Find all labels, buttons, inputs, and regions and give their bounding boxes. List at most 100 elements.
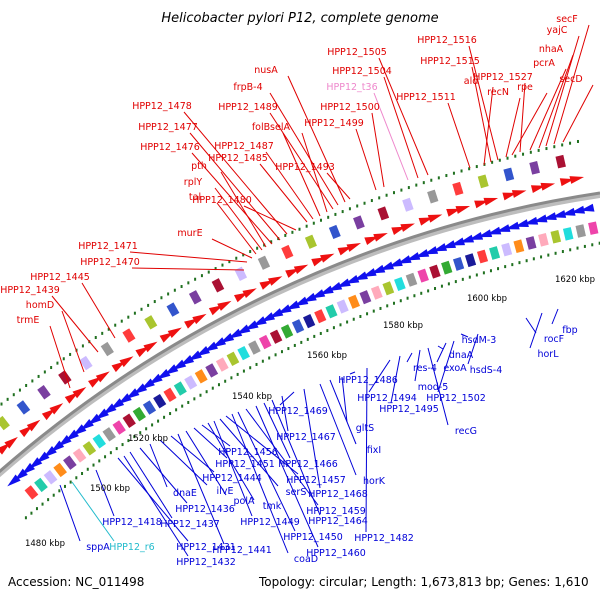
gene-label-rev[interactable]: hsdS-4 [470, 365, 503, 376]
track-tick [291, 230, 294, 234]
gene-label-fwd[interactable]: trmE [17, 315, 40, 326]
gene-label-fwd[interactable]: HPP12_1504 [332, 66, 392, 77]
gene-label-fwd[interactable]: HPP12_1487 [214, 141, 274, 152]
gene-label-fwd[interactable]: murE [177, 228, 202, 239]
gene-label-fwd[interactable]: HPP12_1516 [417, 35, 477, 46]
gene-label-fwd[interactable]: nhaA [539, 44, 564, 55]
gene-label-rev[interactable]: HPP12_1459 [306, 506, 366, 517]
gene-label-fwd[interactable]: HPP12_1476 [140, 142, 200, 153]
gene-label-rev[interactable]: HPP12_1495 [379, 404, 439, 415]
gene-label-fwd[interactable]: HPP12_1485 [208, 153, 268, 164]
gene-label-fwd[interactable]: homD [26, 300, 54, 311]
gene-label-rev[interactable]: HPP12_1437 [160, 519, 220, 530]
gene-label-fwd[interactable]: secF [556, 14, 577, 25]
gene-label-rev[interactable]: HPP12_1457 [286, 475, 346, 486]
gene-label-fwd[interactable]: recN [487, 87, 509, 98]
gene-label-rev[interactable]: HPP12_1418 [102, 517, 162, 528]
gene-label-rev[interactable]: HPP12_1432 [176, 557, 236, 568]
gene-label-rev[interactable]: rocF [544, 334, 564, 345]
gene-label-rev[interactable]: HPP12_1460 [306, 548, 366, 559]
gene-label-fwd[interactable]: rpe [517, 82, 533, 93]
gene-label-rev[interactable]: horK [363, 476, 386, 487]
gene-label-rev[interactable]: HPP12_1436 [175, 504, 235, 515]
gene-label-fwd[interactable]: HPP12_1439 [0, 285, 60, 296]
gene-label-rev[interactable]: hsdM-3 [462, 335, 497, 346]
gene-label-fwd[interactable]: pcrA [533, 58, 555, 69]
gene-label-fwd[interactable]: HPP12_1489 [218, 102, 278, 113]
gene-label-fwd[interactable]: HPP12_1493 [275, 162, 335, 173]
gene-label-rev[interactable]: HPP12_1444 [202, 473, 262, 484]
gene-label-fwd[interactable]: HPP12_1505 [327, 47, 387, 58]
gene-label-fwd[interactable]: nusA [254, 65, 278, 76]
forward-gene-arrow [267, 276, 283, 286]
gene-label-rev[interactable]: HPP12_1450 [283, 532, 343, 543]
gene-label-rev[interactable]: mod-5 [418, 382, 449, 393]
reverse-gene-arrow [495, 224, 511, 232]
gene-label-fwd[interactable]: HPP12_1470 [80, 257, 140, 268]
reverse-gene-arrow [388, 258, 403, 267]
leader-line-fwd [511, 92, 548, 156]
track-tick [576, 246, 579, 250]
gene-label-fwd[interactable]: selA [270, 122, 290, 133]
track-tick [217, 383, 220, 387]
gene-label-rev[interactable]: HPP12_1464 [308, 516, 368, 527]
track-tick [461, 277, 464, 281]
gene-label-rev[interactable]: recG [455, 426, 477, 437]
gene-label-rev[interactable]: HPP12_1494 [357, 393, 417, 404]
gene-label-rev[interactable]: HPP12_1486 [338, 375, 398, 386]
gene-label-rev[interactable]: HPP12_1482 [354, 533, 414, 544]
gene-label-rev[interactable]: dnaA [449, 350, 474, 361]
gene-label-rev[interactable]: fbp [562, 325, 577, 336]
gene-label-rev[interactable]: HPP12_1468 [308, 489, 368, 500]
gene-label-rev[interactable]: HPP12_1431 [176, 542, 236, 553]
gene-label-rev[interactable]: HPP12_1502 [426, 393, 486, 404]
gene-label-rev[interactable]: res-4 [413, 363, 437, 374]
gene-label-rev[interactable]: tmk [263, 501, 282, 512]
gene-label-fwd[interactable]: secD [559, 74, 582, 85]
cog-box-forward [555, 154, 566, 169]
gene-label-rev[interactable]: serS [286, 487, 307, 498]
gene-label-fwd[interactable]: HPP12_1480 [192, 195, 252, 206]
gene-label-fwd[interactable]: HPP12_1527 [473, 72, 533, 83]
gene-label-rev[interactable]: HPP12_1469 [268, 406, 328, 417]
gene-label-rev[interactable]: dnaE [173, 488, 197, 499]
gene-label-rev[interactable]: ilvE [217, 486, 234, 497]
track-tick [133, 311, 136, 315]
gene-label-fwd[interactable]: HPP12_1478 [132, 101, 192, 112]
track-tick [193, 397, 196, 401]
gene-label-fwd[interactable]: HPP12_1445 [30, 272, 90, 283]
leader-line-rev [525, 317, 537, 334]
track-tick [445, 174, 448, 178]
gene-label-rev[interactable]: HPP12_1449 [240, 517, 300, 528]
track-tick [25, 383, 28, 387]
gene-label-rev[interactable]: coaD [294, 554, 318, 565]
gene-label-fwd[interactable]: HPP12_1499 [304, 118, 364, 129]
gene-label-fwd[interactable]: pth [191, 161, 207, 172]
gene-label-rev[interactable]: polA [234, 496, 255, 507]
gene-label-rev[interactable]: HPP12_1467 [276, 432, 336, 443]
gene-label-rev[interactable]: exoA [443, 363, 467, 374]
gene-label-fwd[interactable]: rplY [184, 177, 203, 188]
gene-label-rev[interactable]: HPP12_r6 [109, 542, 154, 553]
gene-label-rev[interactable]: fixI [367, 445, 381, 456]
gene-label-rev[interactable]: HPP12_1456 [218, 447, 278, 458]
gene-label-rev[interactable]: gltS [356, 423, 374, 434]
gene-label-fwd[interactable]: HPP12_1515 [420, 56, 480, 67]
gene-label-rev[interactable]: sppA [86, 542, 110, 553]
gene-label-rev[interactable]: horL [537, 349, 559, 360]
gene-label-fwd[interactable]: yajC [547, 25, 568, 36]
gene-label-fwd[interactable]: folB [252, 122, 270, 133]
gene-label-fwd[interactable]: frpB-4 [233, 82, 262, 93]
gene-label-fwd[interactable]: HPP12_1511 [396, 92, 456, 103]
gene-label-fwd[interactable]: HPP12_1477 [138, 122, 198, 133]
gene-label-rev[interactable]: HPP12_1441 [212, 545, 272, 556]
gene-label-fwd[interactable]: HPP12_1471 [78, 241, 138, 252]
gene-label-rev[interactable]: HPP12_1451 [215, 459, 275, 470]
gene-label-fwd[interactable]: ald [464, 76, 479, 87]
track-tick [561, 143, 564, 147]
gene-label-fwd[interactable]: HPP12_t36 [326, 82, 377, 93]
reverse-gene-arrow [579, 203, 595, 212]
gene-label-fwd[interactable]: tal [189, 192, 201, 203]
gene-label-fwd[interactable]: HPP12_1500 [320, 102, 380, 113]
gene-label-rev[interactable]: HPP12_1466 [278, 459, 338, 470]
